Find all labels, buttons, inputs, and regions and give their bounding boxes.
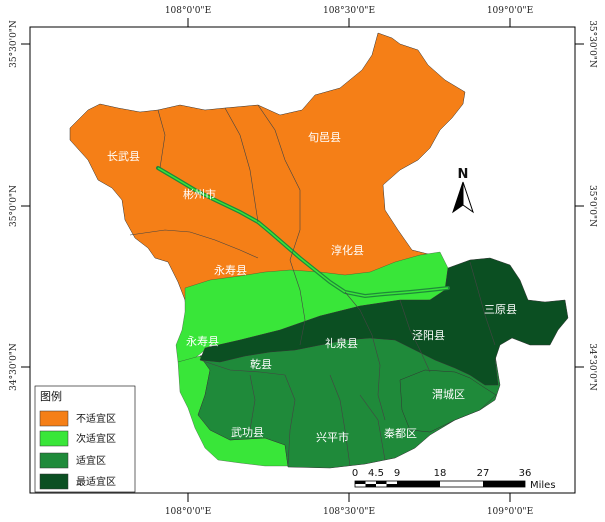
- coord-right-1: 35°30'0"N: [587, 20, 597, 68]
- scale-unit: Miles: [530, 480, 556, 491]
- legend-swatch-suitable: [39, 452, 69, 469]
- label-yongshou: 永寿县: [214, 263, 247, 277]
- river-band-inner: [157, 167, 449, 297]
- legend-swatch-most-suitable: [39, 473, 69, 490]
- label-weicheng: 渭城区: [432, 388, 465, 401]
- label-qindu: 秦都区: [384, 426, 417, 440]
- county-boundaries: [129, 104, 496, 467]
- coord-right-3: 34°30'0"N: [587, 343, 597, 391]
- scale-tick-0: 0: [352, 468, 358, 479]
- coord-left-1: 35°30'0"N: [9, 20, 19, 68]
- north-label: N: [458, 167, 469, 182]
- scale-tick-4: 27: [477, 468, 490, 479]
- scale-tick-3: 18: [434, 468, 447, 479]
- scale-tick-1: 4.5: [368, 468, 384, 479]
- scale-bar: 0 4.5 9 18 27 36 Miles: [352, 468, 556, 491]
- label-sanyuan: 三原县: [484, 303, 517, 316]
- scale-tick-5: 36: [519, 468, 532, 479]
- coord-top-2: 108°30'0"E: [323, 6, 375, 16]
- map-border: [29, 26, 576, 494]
- coord-left-2: 35°0'0"N: [9, 185, 19, 227]
- label-yongshou-2: 永寿县: [186, 334, 219, 348]
- label-jingyang: 泾阳县: [412, 329, 445, 342]
- legend-title: 图例: [40, 389, 62, 403]
- label-liquan: 礼泉县: [325, 336, 358, 350]
- scale-tick-2: 9: [394, 468, 400, 479]
- coord-right-2: 35°0'0"N: [587, 185, 597, 227]
- legend-label-most-suitable: 最适宜区: [76, 475, 116, 488]
- coord-bottom-2: 108°30'0"E: [323, 507, 375, 517]
- legend-label-unsuitable: 不适宜区: [76, 412, 116, 425]
- zone-weicheng-suitable: [399, 369, 497, 433]
- label-chunhua: 淳化县: [331, 243, 364, 257]
- zone-most-suitable: [199, 257, 569, 386]
- label-qianxian: 乾县: [250, 358, 272, 371]
- legend-swatch-unsuitable: [39, 410, 69, 427]
- coord-top-3: 109°0'0"E: [487, 6, 533, 16]
- label-binzhou: 彬州市: [183, 187, 216, 201]
- top-ticks: [21, 18, 584, 502]
- coord-bottom-1: 108°0'0"E: [165, 507, 211, 517]
- legend-swatch-sub-suitable: [39, 430, 69, 447]
- label-xunyi: 旬邑县: [308, 131, 341, 144]
- north-arrow-icon: N: [452, 167, 474, 214]
- legend-label-sub-suitable: 次适宜区: [76, 432, 116, 445]
- legend: 图例 不适宜区 次适宜区 适宜区 最适宜区: [34, 385, 136, 493]
- coord-top-1: 108°0'0"E: [165, 6, 211, 16]
- label-xingping: 兴平市: [316, 430, 349, 444]
- legend-label-suitable: 适宜区: [76, 454, 106, 467]
- label-changwu: 长武县: [107, 150, 140, 163]
- label-wugong: 武功县: [231, 426, 264, 439]
- coord-bottom-3: 109°0'0"E: [487, 507, 533, 517]
- coord-left-3: 34°30'0"N: [9, 343, 19, 391]
